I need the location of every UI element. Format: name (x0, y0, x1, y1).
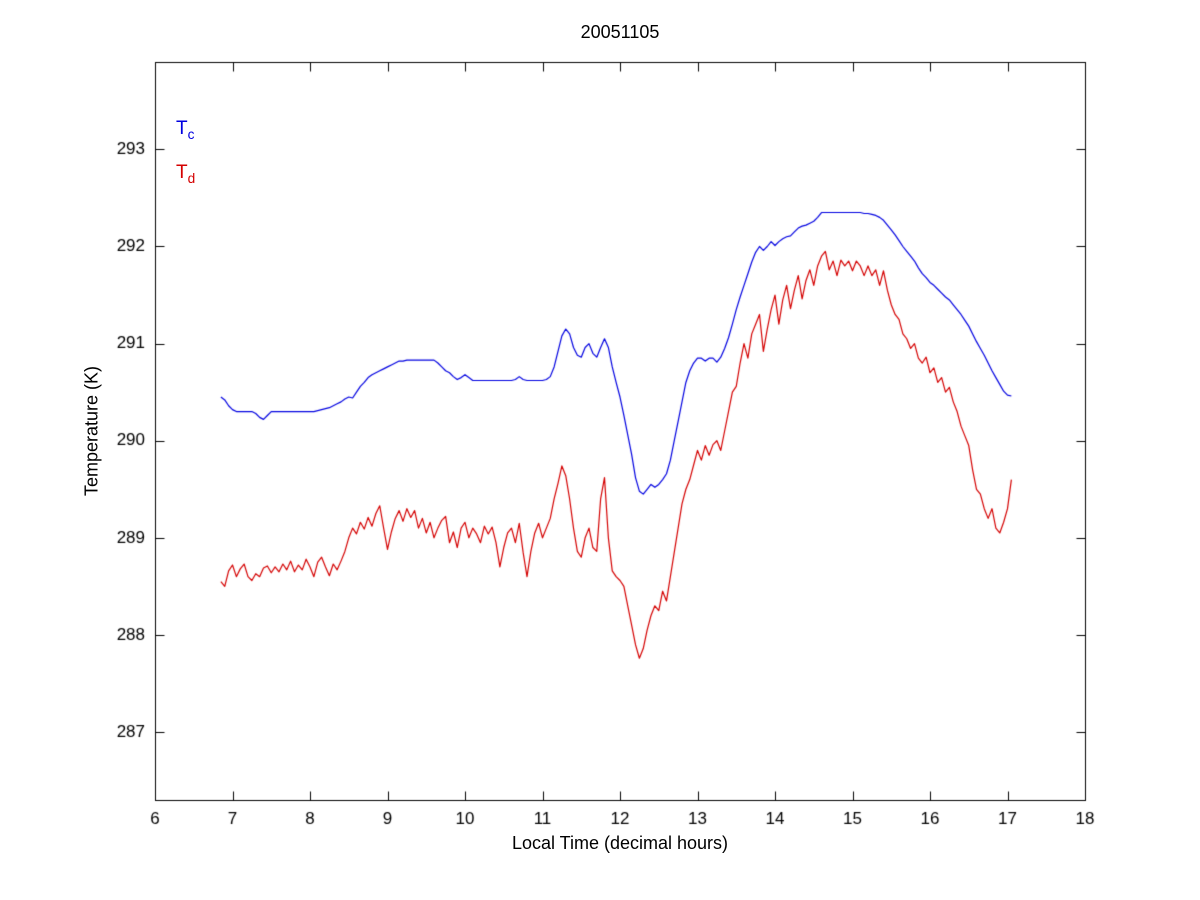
legend-entry-td: Td (176, 162, 195, 186)
y-axis-label: Temperature (K) (81, 365, 102, 497)
legend-tc-subscript: c (187, 126, 195, 142)
chart-title: 20051105 (580, 22, 660, 42)
x-axis-label: Local Time (decimal hours) (511, 833, 729, 853)
legend-tc-label: T (176, 118, 188, 139)
legend-td-label: T (176, 162, 188, 183)
legend-td-subscript: d (187, 170, 196, 186)
legend-entry-tc: Tc (176, 118, 194, 142)
